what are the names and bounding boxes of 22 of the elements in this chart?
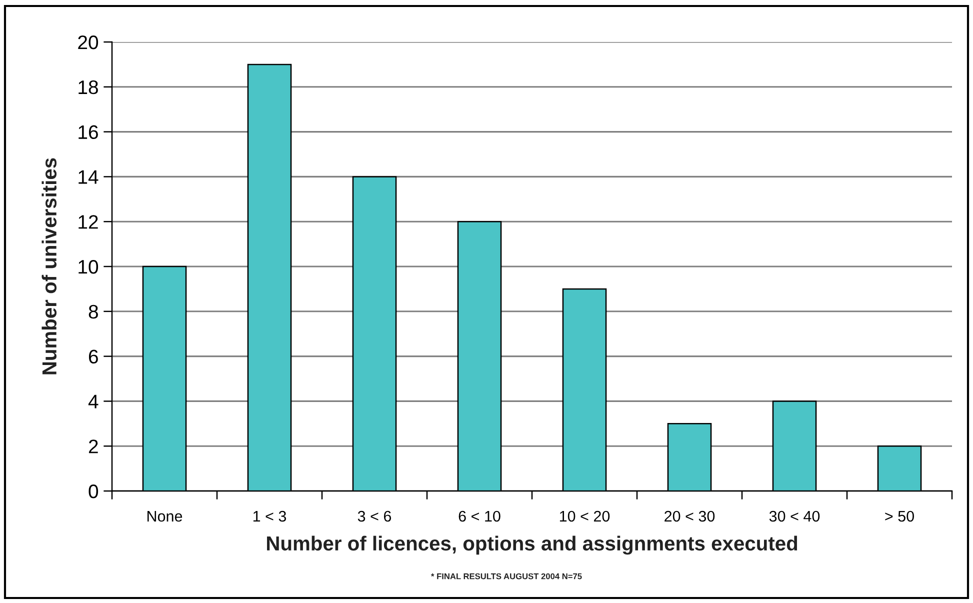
y-tick-label: 6 — [88, 350, 98, 364]
x-tick-label: 1 < 3 — [253, 510, 286, 522]
x-tick-label: 20 < 30 — [664, 510, 715, 522]
y-axis-title: Number of universities — [42, 158, 57, 374]
x-tick-label: 10 < 20 — [560, 510, 610, 522]
y-tick-label: 10 — [78, 260, 98, 274]
y-tick-label: 0 — [88, 484, 98, 498]
y-tick-label: 18 — [78, 80, 98, 94]
text: * FINAL RESULTS AUGUST 2004 N=75 — [431, 573, 582, 580]
y-tick-label: 4 — [88, 394, 98, 408]
y-tick-label: 2 — [88, 440, 98, 454]
y-tick-label: 20 — [78, 35, 98, 50]
x-tick-label: 6 < 10 — [458, 510, 500, 522]
x-tick-label: 30 < 40 — [769, 510, 820, 522]
x-tick-label: None — [147, 511, 182, 522]
y-tick-label: 12 — [78, 215, 98, 229]
x-axis-title: Number of licences, options and assignments executed — [267, 536, 798, 555]
y-tick-label: 14 — [78, 170, 98, 184]
x-tick-label: 3 < 6 — [358, 510, 392, 522]
x-tick-label: > 50 — [885, 510, 914, 522]
y-tick-label: 8 — [88, 304, 98, 319]
y-tick-label: 16 — [78, 125, 98, 140]
